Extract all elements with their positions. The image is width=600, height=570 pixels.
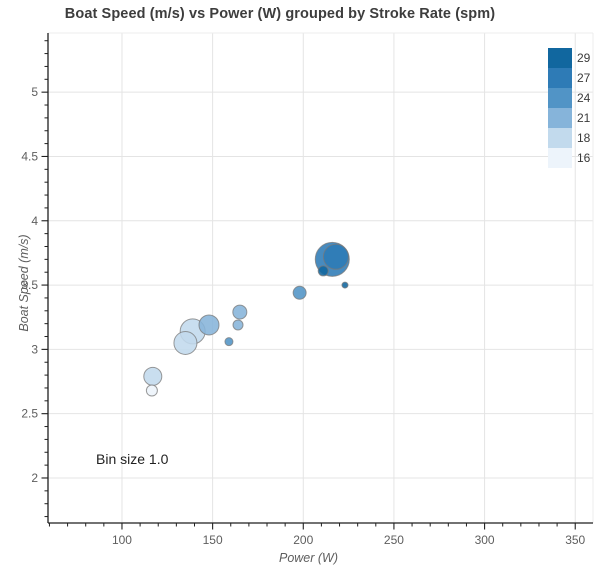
legend-swatch [548,128,572,148]
legend-label: 16 [577,151,591,165]
data-point [224,337,234,347]
data-point [143,366,163,386]
data-point [341,281,349,289]
legend-entry: 27 [548,68,590,88]
legend-entry: 24 [548,88,590,108]
x-tick-label: 200 [293,533,313,547]
y-tick-label: 2 [31,471,38,485]
legend-label: 24 [577,91,591,105]
data-point [198,314,220,336]
bin-size-annotation: Bin size 1.0 [96,451,169,467]
legend-entry: 16 [548,148,590,168]
data-point [145,384,158,397]
y-tick-label: 5 [31,85,38,99]
x-tick-label: 100 [112,533,132,547]
legend-entry: 29 [548,48,590,68]
legend-entry: 21 [548,108,590,128]
legend-label: 29 [577,51,591,65]
chart-title: Boat Speed (m/s) vs Power (W) grouped by… [64,6,496,22]
data-point [232,319,244,331]
y-tick-label: 2.5 [21,407,38,421]
y-axis-label: Boat Speed (m/s) [17,234,31,332]
data-point [232,304,248,320]
x-tick-label: 250 [384,533,404,547]
legend: 29 27 24 21 18 16 [548,48,590,168]
x-tick-label: 150 [203,533,223,547]
data-point [292,285,307,300]
x-axis-label: Power (W) [278,551,339,565]
legend-label: 21 [577,111,591,125]
legend-swatch [548,148,572,168]
legend-swatch [548,48,572,68]
data-point [173,330,198,355]
y-tick-label: 3.5 [21,278,38,292]
legend-label: 18 [577,131,591,145]
legend-swatch [548,68,572,88]
y-tick-label: 4 [31,214,38,228]
x-tick-label: 300 [475,533,495,547]
legend-swatch [548,88,572,108]
data-point [322,243,349,270]
y-tick-label: 3 [31,342,38,356]
legend-swatch [548,108,572,128]
data-point [317,265,329,277]
legend-label: 27 [577,71,591,85]
legend-entry: 18 [548,128,590,148]
x-tick-label: 350 [565,533,585,547]
y-tick-label: 4.5 [21,149,38,163]
